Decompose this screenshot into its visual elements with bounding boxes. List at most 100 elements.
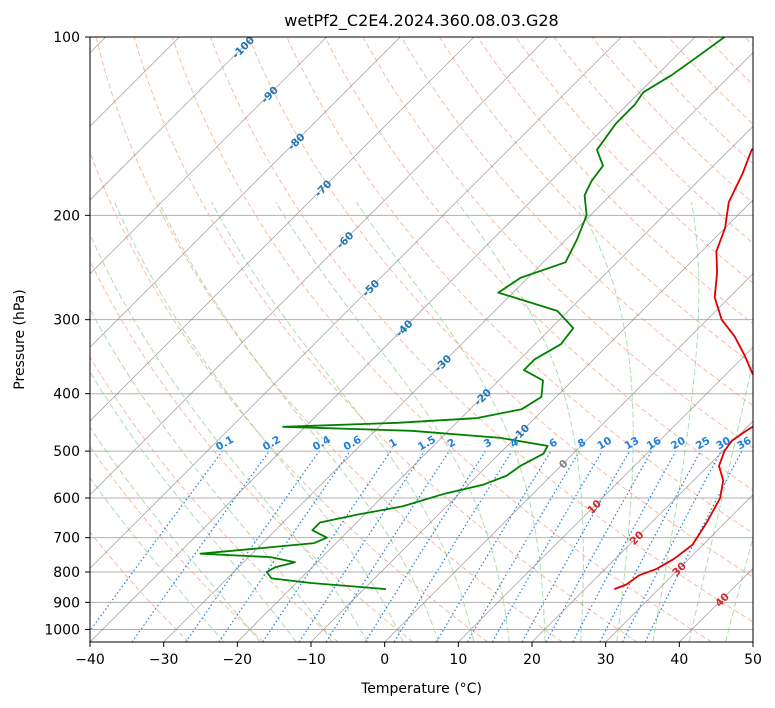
moist-adiabat-line bbox=[688, 358, 753, 642]
y-tick-label: 300 bbox=[53, 313, 80, 329]
dry-adiabat-line bbox=[90, 356, 339, 642]
moist-adiabat-line bbox=[725, 536, 753, 642]
isotherm-gridline bbox=[90, 37, 254, 201]
dry-adiabat-line bbox=[90, 531, 190, 642]
mixing-ratio-label: 0.1 bbox=[214, 434, 236, 454]
mixing-ratio-line bbox=[218, 450, 351, 642]
dry-adiabat-line bbox=[362, 37, 753, 449]
isotherm-label: -90 bbox=[259, 84, 281, 106]
y-axis-label: Pressure (hPa) bbox=[12, 289, 28, 389]
y-tick-label: 700 bbox=[53, 531, 80, 547]
isotherm-gridline bbox=[458, 346, 753, 642]
plot-frame bbox=[89, 36, 754, 643]
dry-adiabat-line bbox=[95, 37, 563, 642]
mixing-ratio-label: 20 bbox=[669, 435, 688, 453]
dry-adiabat-line bbox=[515, 37, 753, 284]
data-layer bbox=[199, 37, 753, 590]
dewpoint-profile-line bbox=[199, 37, 726, 590]
mixing-ratio-line bbox=[521, 450, 631, 642]
dry-adiabat-line bbox=[90, 259, 414, 642]
dry-adiabat-line bbox=[133, 37, 638, 642]
mixing-ratio-label: 1.5 bbox=[416, 434, 438, 454]
temperature-profile-line bbox=[613, 147, 753, 590]
mixing-ratio-label: 0.4 bbox=[311, 434, 333, 454]
dry-adiabat-line bbox=[248, 37, 753, 578]
mixing-ratio-line bbox=[545, 450, 653, 642]
dry-adiabat-line bbox=[324, 37, 753, 491]
y-tick-label: 1000 bbox=[44, 622, 80, 638]
isotherm-gridline bbox=[90, 37, 696, 642]
mixing-ratio-line bbox=[262, 450, 392, 642]
isotherm-gridline bbox=[90, 37, 401, 348]
isotherm-label: 10 bbox=[585, 498, 604, 517]
moist-adiabat-line bbox=[90, 426, 261, 642]
mixing-ratio-line bbox=[325, 450, 450, 642]
mixing-ratio-line bbox=[90, 450, 223, 632]
moist-adiabat-line bbox=[158, 201, 439, 642]
x-tick-label: −20 bbox=[223, 652, 253, 668]
mixing-ratio-label: 30 bbox=[714, 435, 733, 453]
isotherm-gridline bbox=[384, 273, 753, 642]
dry-adiabat-line bbox=[706, 37, 753, 86]
mixing-ratio-line bbox=[393, 450, 513, 642]
dry-adiabat-line bbox=[553, 37, 753, 244]
mixing-ratio-label: 1 bbox=[387, 436, 399, 450]
dry-adiabat-line bbox=[210, 37, 753, 623]
isotherm-gridline bbox=[90, 37, 327, 275]
moist-adiabat-line bbox=[457, 201, 584, 642]
moist-adiabat-line bbox=[90, 232, 369, 642]
dry-adiabat-line bbox=[171, 37, 712, 642]
grid-layer bbox=[90, 37, 753, 642]
x-tick-label: 0 bbox=[380, 652, 389, 668]
isotherm-label: 30 bbox=[670, 560, 689, 579]
isotherm-label: -20 bbox=[472, 387, 494, 409]
y-tick-label: 200 bbox=[53, 208, 80, 224]
mixing-ratio-label: 10 bbox=[595, 435, 614, 453]
moist-adiabat-line bbox=[210, 201, 475, 642]
mixing-ratio-label: 13 bbox=[623, 435, 642, 453]
dry-adiabat-line bbox=[90, 445, 264, 642]
dry-adiabat-line bbox=[477, 37, 753, 325]
y-tick-label: 900 bbox=[53, 595, 80, 611]
isotherm-gridline bbox=[310, 199, 753, 642]
isotherm-gridline bbox=[90, 37, 475, 422]
mixing-ratio-label: 8 bbox=[576, 436, 588, 450]
x-tick-label: 50 bbox=[744, 652, 762, 668]
y-tick-label: 800 bbox=[53, 565, 80, 581]
moist-adiabat-line bbox=[355, 201, 546, 642]
mixing-ratio-line bbox=[131, 450, 270, 642]
isotherm-gridline bbox=[163, 52, 753, 642]
moist-adiabat-line bbox=[90, 476, 225, 642]
y-tick-label: 500 bbox=[53, 444, 80, 460]
mixing-ratio-label: 2 bbox=[446, 436, 458, 450]
isotherm-label: -70 bbox=[313, 178, 335, 200]
mixing-ratio-line bbox=[644, 450, 743, 642]
isotherm-gridline bbox=[752, 641, 753, 642]
isotherm-label: -80 bbox=[286, 131, 308, 153]
x-tick-label: −40 bbox=[75, 652, 105, 668]
moist-adiabat-line bbox=[652, 202, 700, 642]
y-tick-label: 400 bbox=[53, 387, 80, 403]
isotherm-label: -60 bbox=[335, 230, 357, 252]
mixing-ratio-line bbox=[185, 450, 320, 642]
mixing-ratio-label: 0.2 bbox=[261, 434, 283, 454]
mixing-ratio-label: 3 bbox=[482, 436, 494, 450]
mixing-ratio-label: 0.6 bbox=[342, 434, 364, 454]
y-tick-label: 600 bbox=[53, 491, 80, 507]
dry-adiabat-line bbox=[90, 150, 488, 642]
y-tick-label: 100 bbox=[53, 30, 80, 46]
moist-adiabat-line bbox=[576, 201, 634, 642]
x-tick-label: 20 bbox=[523, 652, 541, 668]
mixing-ratio-line bbox=[298, 450, 425, 642]
x-axis-label: Temperature (°C) bbox=[360, 681, 482, 697]
x-tick-label: −10 bbox=[296, 652, 326, 668]
isotherm-gridline bbox=[237, 125, 753, 642]
isotherm-label: -50 bbox=[360, 278, 382, 300]
isotherm-gridline bbox=[679, 567, 753, 642]
mixing-ratio-label: 25 bbox=[694, 435, 713, 453]
moist-adiabat-line bbox=[90, 370, 297, 642]
dry-adiabat-line bbox=[400, 37, 753, 407]
mixing-ratio-line bbox=[572, 450, 677, 642]
moist-adiabat-line bbox=[275, 201, 510, 642]
